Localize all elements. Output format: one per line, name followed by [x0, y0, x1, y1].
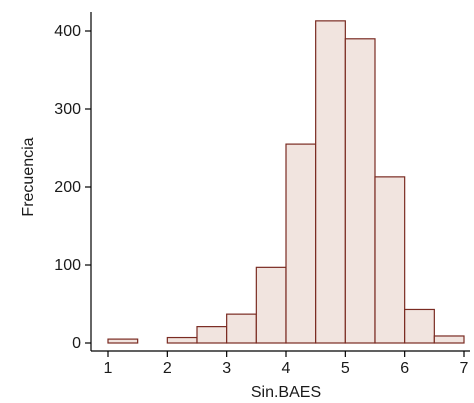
x-tick-label: 4	[282, 360, 291, 377]
x-tick-label: 7	[460, 360, 469, 377]
histogram-bar	[433, 335, 465, 344]
histogram-bar	[404, 308, 435, 344]
histogram-bar	[107, 338, 139, 344]
histogram-bar	[374, 176, 406, 344]
y-axis-title: Frecuencia	[20, 137, 37, 216]
x-axis-title: Sin.BAES	[251, 384, 321, 401]
y-tick-label: 300	[54, 101, 81, 118]
histogram-bar	[255, 266, 287, 344]
histogram-bar	[226, 313, 257, 344]
x-tick-label: 5	[341, 360, 350, 377]
bars-group	[107, 20, 465, 344]
y-tick-label: 200	[54, 179, 81, 196]
histogram-bar	[285, 143, 317, 344]
histogram-bar	[196, 326, 228, 344]
y-tick-label: 0	[72, 335, 81, 352]
histogram-bar	[166, 336, 198, 344]
x-tick-label: 6	[400, 360, 409, 377]
histogram-bar	[315, 20, 346, 344]
x-tick-label: 2	[163, 360, 172, 377]
y-tick-label: 100	[54, 257, 81, 274]
x-tick-label: 3	[222, 360, 231, 377]
y-tick-label: 400	[54, 23, 81, 40]
x-tick-label: 1	[104, 360, 113, 377]
y-ticks-group: 0 100 200 300 400	[54, 23, 91, 352]
x-ticks-group: 1 2 3 4 5 6 7	[104, 351, 469, 377]
histogram-bar	[344, 38, 376, 344]
